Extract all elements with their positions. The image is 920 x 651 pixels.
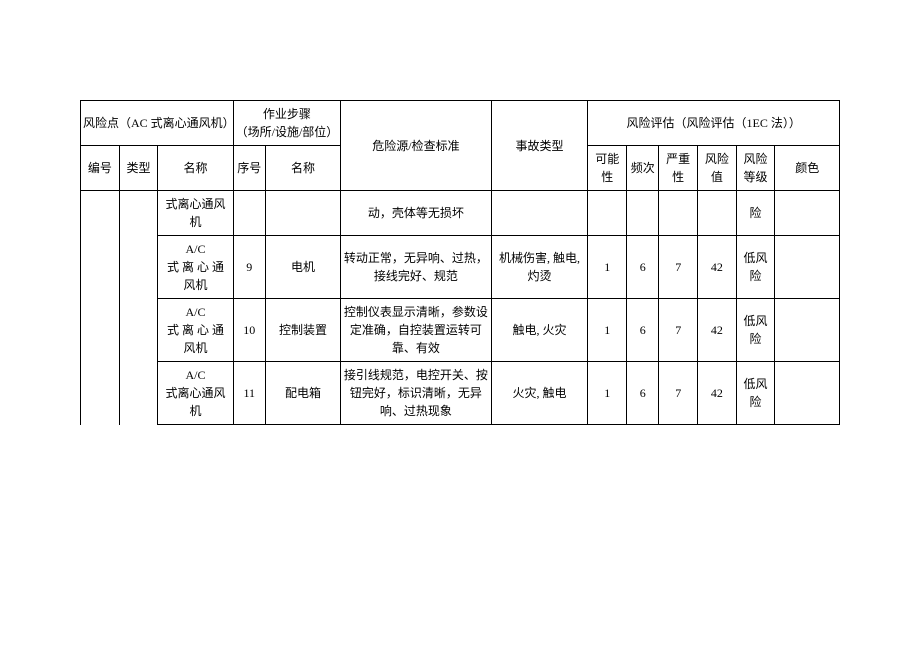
table-row: A/C式 离 心 通风机 9 电机 转动正常，无异响、过热，接线完好、规范 机械… bbox=[81, 236, 840, 299]
cell-accident: 触电, 火灾 bbox=[491, 299, 588, 362]
cell-level: 低风险 bbox=[736, 362, 775, 425]
cell-severity: 7 bbox=[659, 236, 698, 299]
header-color: 颜色 bbox=[775, 146, 840, 191]
header-accident: 事故类型 bbox=[491, 101, 588, 191]
cell-name: A/C式 离 心 通风机 bbox=[158, 299, 233, 362]
cell-hazard: 控制仪表显示清晰，参数设定准确，自控装置运转可靠、有效 bbox=[341, 299, 492, 362]
cell-freq: 6 bbox=[627, 299, 659, 362]
cell-possibility bbox=[588, 191, 627, 236]
header-possibility: 可能性 bbox=[588, 146, 627, 191]
cell-seq: 11 bbox=[233, 362, 265, 425]
cell-freq: 6 bbox=[627, 362, 659, 425]
cell-hazard: 动，壳体等无损坏 bbox=[341, 191, 492, 236]
cell-id bbox=[81, 191, 120, 425]
cell-color bbox=[775, 236, 840, 299]
cell-severity: 7 bbox=[659, 299, 698, 362]
header-eval: 风险评估（风险评估（1EC 法）） bbox=[588, 101, 840, 146]
cell-accident bbox=[491, 191, 588, 236]
cell-name: 式离心通风机 bbox=[158, 191, 233, 236]
cell-step-name: 电机 bbox=[265, 236, 340, 299]
risk-assessment-table: 风险点（AC 式离心通风机） 作业步骤（场所/设施/部位） 危险源/检查标准 事… bbox=[80, 100, 840, 425]
cell-name: A/C式 离 心 通风机 bbox=[158, 236, 233, 299]
cell-accident: 火灾, 触电 bbox=[491, 362, 588, 425]
header-seq: 序号 bbox=[233, 146, 265, 191]
cell-name: A/C式离心通风机 bbox=[158, 362, 233, 425]
cell-possibility: 1 bbox=[588, 362, 627, 425]
table-row: A/C式离心通风机 11 配电箱 接引线规范，电控开关、按钮完好，标识清晰，无异… bbox=[81, 362, 840, 425]
header-name: 名称 bbox=[158, 146, 233, 191]
cell-severity bbox=[659, 191, 698, 236]
cell-color bbox=[775, 362, 840, 425]
cell-value: 42 bbox=[698, 299, 737, 362]
cell-hazard: 接引线规范，电控开关、按钮完好，标识清晰，无异响、过热现象 bbox=[341, 362, 492, 425]
cell-value: 42 bbox=[698, 236, 737, 299]
cell-level: 低风险 bbox=[736, 236, 775, 299]
header-id: 编号 bbox=[81, 146, 120, 191]
cell-color bbox=[775, 191, 840, 236]
header-step-name: 名称 bbox=[265, 146, 340, 191]
cell-color bbox=[775, 299, 840, 362]
table-row: A/C式 离 心 通风机 10 控制装置 控制仪表显示清晰，参数设定准确，自控装… bbox=[81, 299, 840, 362]
cell-freq bbox=[627, 191, 659, 236]
cell-type bbox=[119, 191, 158, 425]
cell-value bbox=[698, 191, 737, 236]
table-row: 式离心通风机 动，壳体等无损坏 险 bbox=[81, 191, 840, 236]
header-type: 类型 bbox=[119, 146, 158, 191]
cell-seq: 9 bbox=[233, 236, 265, 299]
header-freq: 频次 bbox=[627, 146, 659, 191]
cell-seq bbox=[233, 191, 265, 236]
cell-step-name: 配电箱 bbox=[265, 362, 340, 425]
header-severity: 严重性 bbox=[659, 146, 698, 191]
cell-possibility: 1 bbox=[588, 236, 627, 299]
cell-hazard: 转动正常，无异响、过热，接线完好、规范 bbox=[341, 236, 492, 299]
cell-level: 低风险 bbox=[736, 299, 775, 362]
header-step: 作业步骤（场所/设施/部位） bbox=[233, 101, 341, 146]
table-body: 式离心通风机 动，壳体等无损坏 险 A/C式 离 心 通风机 9 电机 转动正常… bbox=[81, 191, 840, 425]
cell-seq: 10 bbox=[233, 299, 265, 362]
header-level: 风险等级 bbox=[736, 146, 775, 191]
cell-possibility: 1 bbox=[588, 299, 627, 362]
cell-level: 险 bbox=[736, 191, 775, 236]
header-hazard: 危险源/检查标准 bbox=[341, 101, 492, 191]
header-risk-point: 风险点（AC 式离心通风机） bbox=[81, 101, 234, 146]
cell-value: 42 bbox=[698, 362, 737, 425]
cell-accident: 机械伤害, 触电,灼烫 bbox=[491, 236, 588, 299]
cell-step-name bbox=[265, 191, 340, 236]
header-value: 风险值 bbox=[698, 146, 737, 191]
cell-freq: 6 bbox=[627, 236, 659, 299]
cell-step-name: 控制装置 bbox=[265, 299, 340, 362]
cell-severity: 7 bbox=[659, 362, 698, 425]
